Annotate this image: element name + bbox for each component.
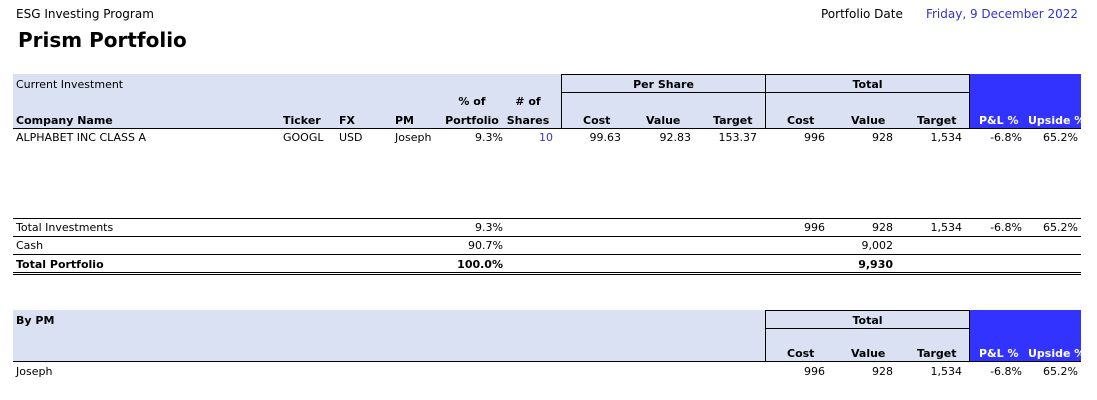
cell-company: ALPHABET INC CLASS A <box>16 131 147 144</box>
col-header-ps-target[interactable]: Target <box>713 114 753 127</box>
col-header-t-target[interactable]: Target <box>917 114 957 127</box>
cell-ps-cost: 99.63 <box>589 131 622 144</box>
cell-shares[interactable]: 10 <box>539 131 553 144</box>
by-pm-col-header-value[interactable]: Value <box>851 347 886 360</box>
group-header-per-share: Per Share <box>633 78 694 91</box>
col-header-t-value[interactable]: Value <box>851 114 886 127</box>
program-name: ESG Investing Program <box>16 7 154 21</box>
by-pm-col-header-cost[interactable]: Cost <box>787 347 815 360</box>
col-header-ticker[interactable]: Ticker <box>283 114 321 127</box>
total-investments-value: 928 <box>872 221 893 234</box>
by-pm-col-header-pl[interactable]: P&L % <box>979 347 1019 360</box>
cell-pct: 9.3% <box>475 131 503 144</box>
page-title: Prism Portfolio <box>18 28 187 52</box>
total-portfolio-label: Total Portfolio <box>16 258 104 271</box>
cell-ps-value: 92.83 <box>659 131 692 144</box>
group-header-total: Total <box>852 78 883 91</box>
col-header-pct-top[interactable]: % of <box>458 95 486 108</box>
by-pm-cell-value: 928 <box>872 365 893 378</box>
col-header-pm[interactable]: PM <box>395 114 415 127</box>
holdings-header-band <box>13 74 969 128</box>
by-pm-cell-cost: 996 <box>804 365 825 378</box>
cell-ticker: GOOGL <box>283 131 324 144</box>
cell-ps-target: 153.37 <box>718 131 758 144</box>
total-investments-label: Total Investments <box>16 221 114 234</box>
col-header-pl[interactable]: P&L % <box>979 114 1019 127</box>
total-investments-pct: 9.3% <box>475 221 503 234</box>
by-pm-header-band <box>13 310 969 361</box>
col-header-fx[interactable]: FX <box>339 114 355 127</box>
total-portfolio-pct: 100.0% <box>457 258 503 271</box>
by-pm-cell-pm: Joseph <box>16 365 53 378</box>
section-label-current-investment: Current Investment <box>16 78 124 91</box>
cell-t-value: 928 <box>872 131 893 144</box>
col-header-ps-value[interactable]: Value <box>646 114 681 127</box>
col-header-company[interactable]: Company Name <box>16 114 113 127</box>
cell-t-cost: 996 <box>804 131 825 144</box>
section-label-by-pm: By PM <box>16 314 55 327</box>
cell-pl: -6.8% <box>990 131 1022 144</box>
by-pm-col-header-upside[interactable]: Upside % <box>1028 347 1086 360</box>
col-header-shares-bottom[interactable]: Shares <box>506 114 550 127</box>
cash-label: Cash <box>16 239 44 252</box>
total-investments-cost: 996 <box>804 221 825 234</box>
total-investments-upside: 65.2% <box>1043 221 1078 234</box>
portfolio-date-label: Portfolio Date <box>821 7 903 21</box>
col-header-upside[interactable]: Upside % <box>1028 114 1086 127</box>
by-pm-highlight-band <box>969 310 1081 361</box>
by-pm-cell-pl: -6.8% <box>990 365 1022 378</box>
col-header-ps-cost[interactable]: Cost <box>583 114 611 127</box>
cell-pm: Joseph <box>395 131 432 144</box>
by-pm-group-header-total: Total <box>852 314 883 327</box>
holdings-highlight-band <box>969 74 1081 128</box>
by-pm-col-header-target[interactable]: Target <box>917 347 957 360</box>
col-header-shares-top[interactable]: # of <box>515 95 541 108</box>
total-portfolio-value: 9,930 <box>858 258 893 271</box>
cell-t-target: 1,534 <box>930 131 963 144</box>
by-pm-cell-upside: 65.2% <box>1043 365 1078 378</box>
cash-value: 9,002 <box>861 239 894 252</box>
total-investments-target: 1,534 <box>930 221 963 234</box>
by-pm-cell-target: 1,534 <box>930 365 963 378</box>
cell-upside: 65.2% <box>1043 131 1078 144</box>
col-header-t-cost[interactable]: Cost <box>787 114 815 127</box>
cell-fx: USD <box>339 131 363 144</box>
col-header-pct-bottom[interactable]: Portfolio <box>445 114 499 127</box>
portfolio-date-value[interactable]: Friday, 9 December 2022 <box>925 7 1078 21</box>
total-investments-pl: -6.8% <box>990 221 1022 234</box>
cash-pct: 90.7% <box>468 239 503 252</box>
